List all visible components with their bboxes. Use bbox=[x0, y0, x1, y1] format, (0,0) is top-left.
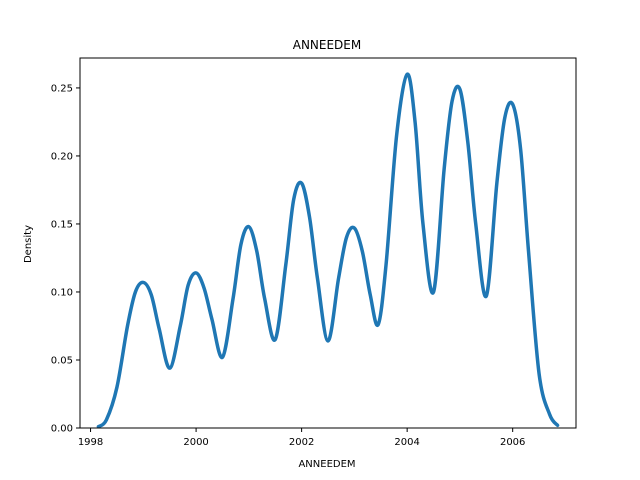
y-tick-label: 0.00 bbox=[51, 424, 73, 435]
y-tick-label: 0.10 bbox=[51, 287, 73, 298]
x-tick-label: 2000 bbox=[183, 437, 208, 448]
plot-area bbox=[96, 72, 560, 429]
axes-frame bbox=[79, 57, 577, 429]
y-axis: 0.00 0.05 0.10 0.15 0.20 0.25 bbox=[51, 83, 80, 435]
density-line bbox=[96, 72, 560, 429]
chart-title: ANNEEDEM bbox=[293, 38, 362, 52]
x-tick-label: 2006 bbox=[500, 437, 525, 448]
x-axis: 1998 2000 2002 2004 2006 bbox=[78, 428, 525, 448]
x-tick-label: 2004 bbox=[394, 437, 419, 448]
y-tick-label: 0.15 bbox=[51, 219, 73, 230]
y-axis-label: Density bbox=[23, 225, 34, 263]
y-tick-label: 0.25 bbox=[51, 83, 73, 94]
y-tick-label: 0.05 bbox=[51, 355, 73, 366]
x-axis-label: ANNEEDEM bbox=[298, 459, 355, 470]
x-tick-label: 2002 bbox=[289, 437, 314, 448]
x-tick-label: 1998 bbox=[78, 437, 103, 448]
y-tick-label: 0.20 bbox=[51, 151, 73, 162]
